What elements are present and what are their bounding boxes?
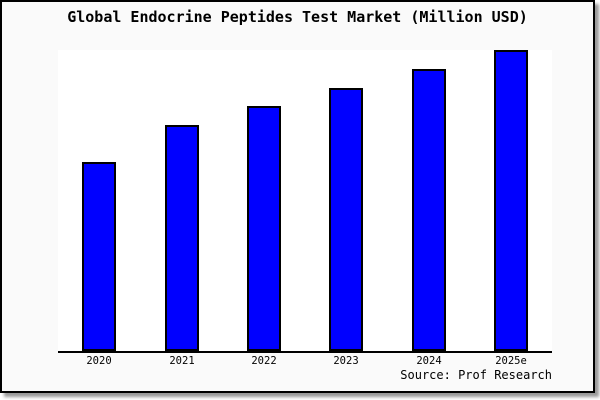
source-note: Source: Prof Research	[400, 368, 552, 382]
x-axis-label-2021: 2021	[169, 355, 195, 367]
bar-2025e	[494, 50, 528, 351]
bar-2021	[165, 125, 199, 351]
plot-area	[58, 50, 552, 353]
bar-2022	[247, 106, 281, 351]
chart-title: Global Endocrine Peptides Test Market (M…	[67, 8, 528, 26]
x-axis-label-2024: 2024	[416, 355, 442, 367]
bar-2024	[412, 69, 446, 351]
x-axis-label-2020: 2020	[86, 355, 112, 367]
chart-card: Global Endocrine Peptides Test Market (M…	[0, 0, 595, 393]
bar-2020	[82, 162, 116, 351]
x-axis-labels: 2020 2021 2022 2023 2024 2025e	[58, 355, 552, 369]
x-axis-label-2022: 2022	[251, 355, 277, 367]
x-axis-label-2025e: 2025e	[495, 355, 527, 367]
bar-2023	[329, 88, 363, 351]
x-axis-label-2023: 2023	[333, 355, 359, 367]
